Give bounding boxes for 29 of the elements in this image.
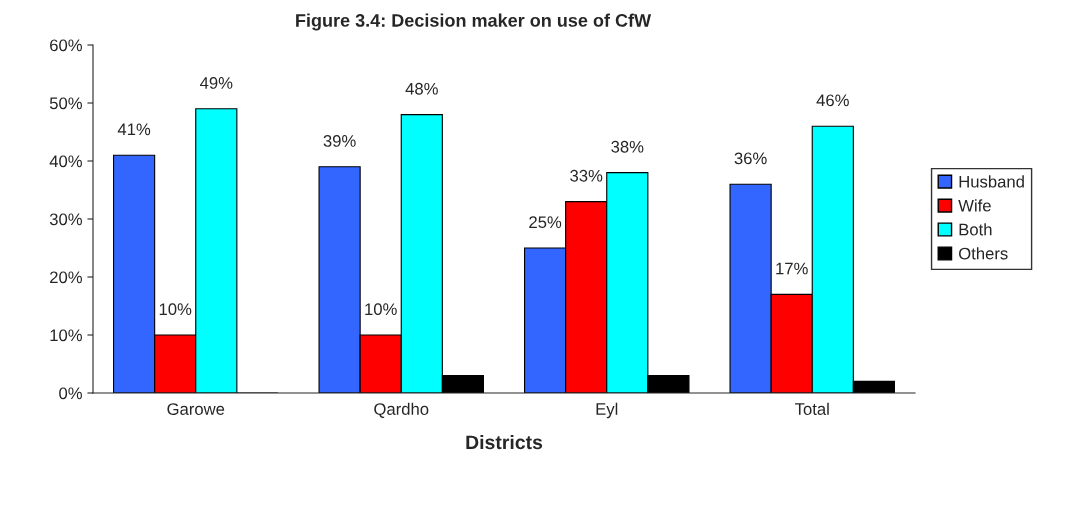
data-label: 10% [365,303,397,316]
y-tick-label: 10% [50,329,82,342]
data-label: 25% [529,216,562,229]
y-tick-label: 0% [59,387,82,400]
y-tick-label: 30% [49,213,82,226]
data-label: 39% [323,135,356,147]
legend-label: Husband [959,175,1024,188]
y-tick-label: 50% [49,97,82,110]
x-tick-label: Eyl [596,402,618,419]
data-label: 38% [611,140,644,153]
data-label: 41% [117,123,151,136]
legend-label: Wife [958,199,991,212]
data-label: 49% [200,77,233,89]
legend-label: Both [959,223,992,236]
x-tick-label: Total [795,402,829,415]
y-tick-label: 40% [49,155,82,168]
chart-title: Figure 3.4: Decision maker on use of CfW [296,13,652,31]
y-tick-label: 60% [50,39,82,52]
data-label: 46% [816,94,849,107]
data-label: 17% [776,262,808,275]
legend-label: Others [959,247,1008,260]
data-label: 33% [570,169,603,182]
data-label: 10% [159,303,192,316]
data-label: 36% [734,152,767,165]
x-tick-label: Garowe [167,403,225,415]
x-tick-label: Qardho [374,402,429,418]
x-axis-title: Districts [466,434,543,450]
y-tick-label: 20% [50,271,82,284]
data-label: 48% [405,82,438,95]
